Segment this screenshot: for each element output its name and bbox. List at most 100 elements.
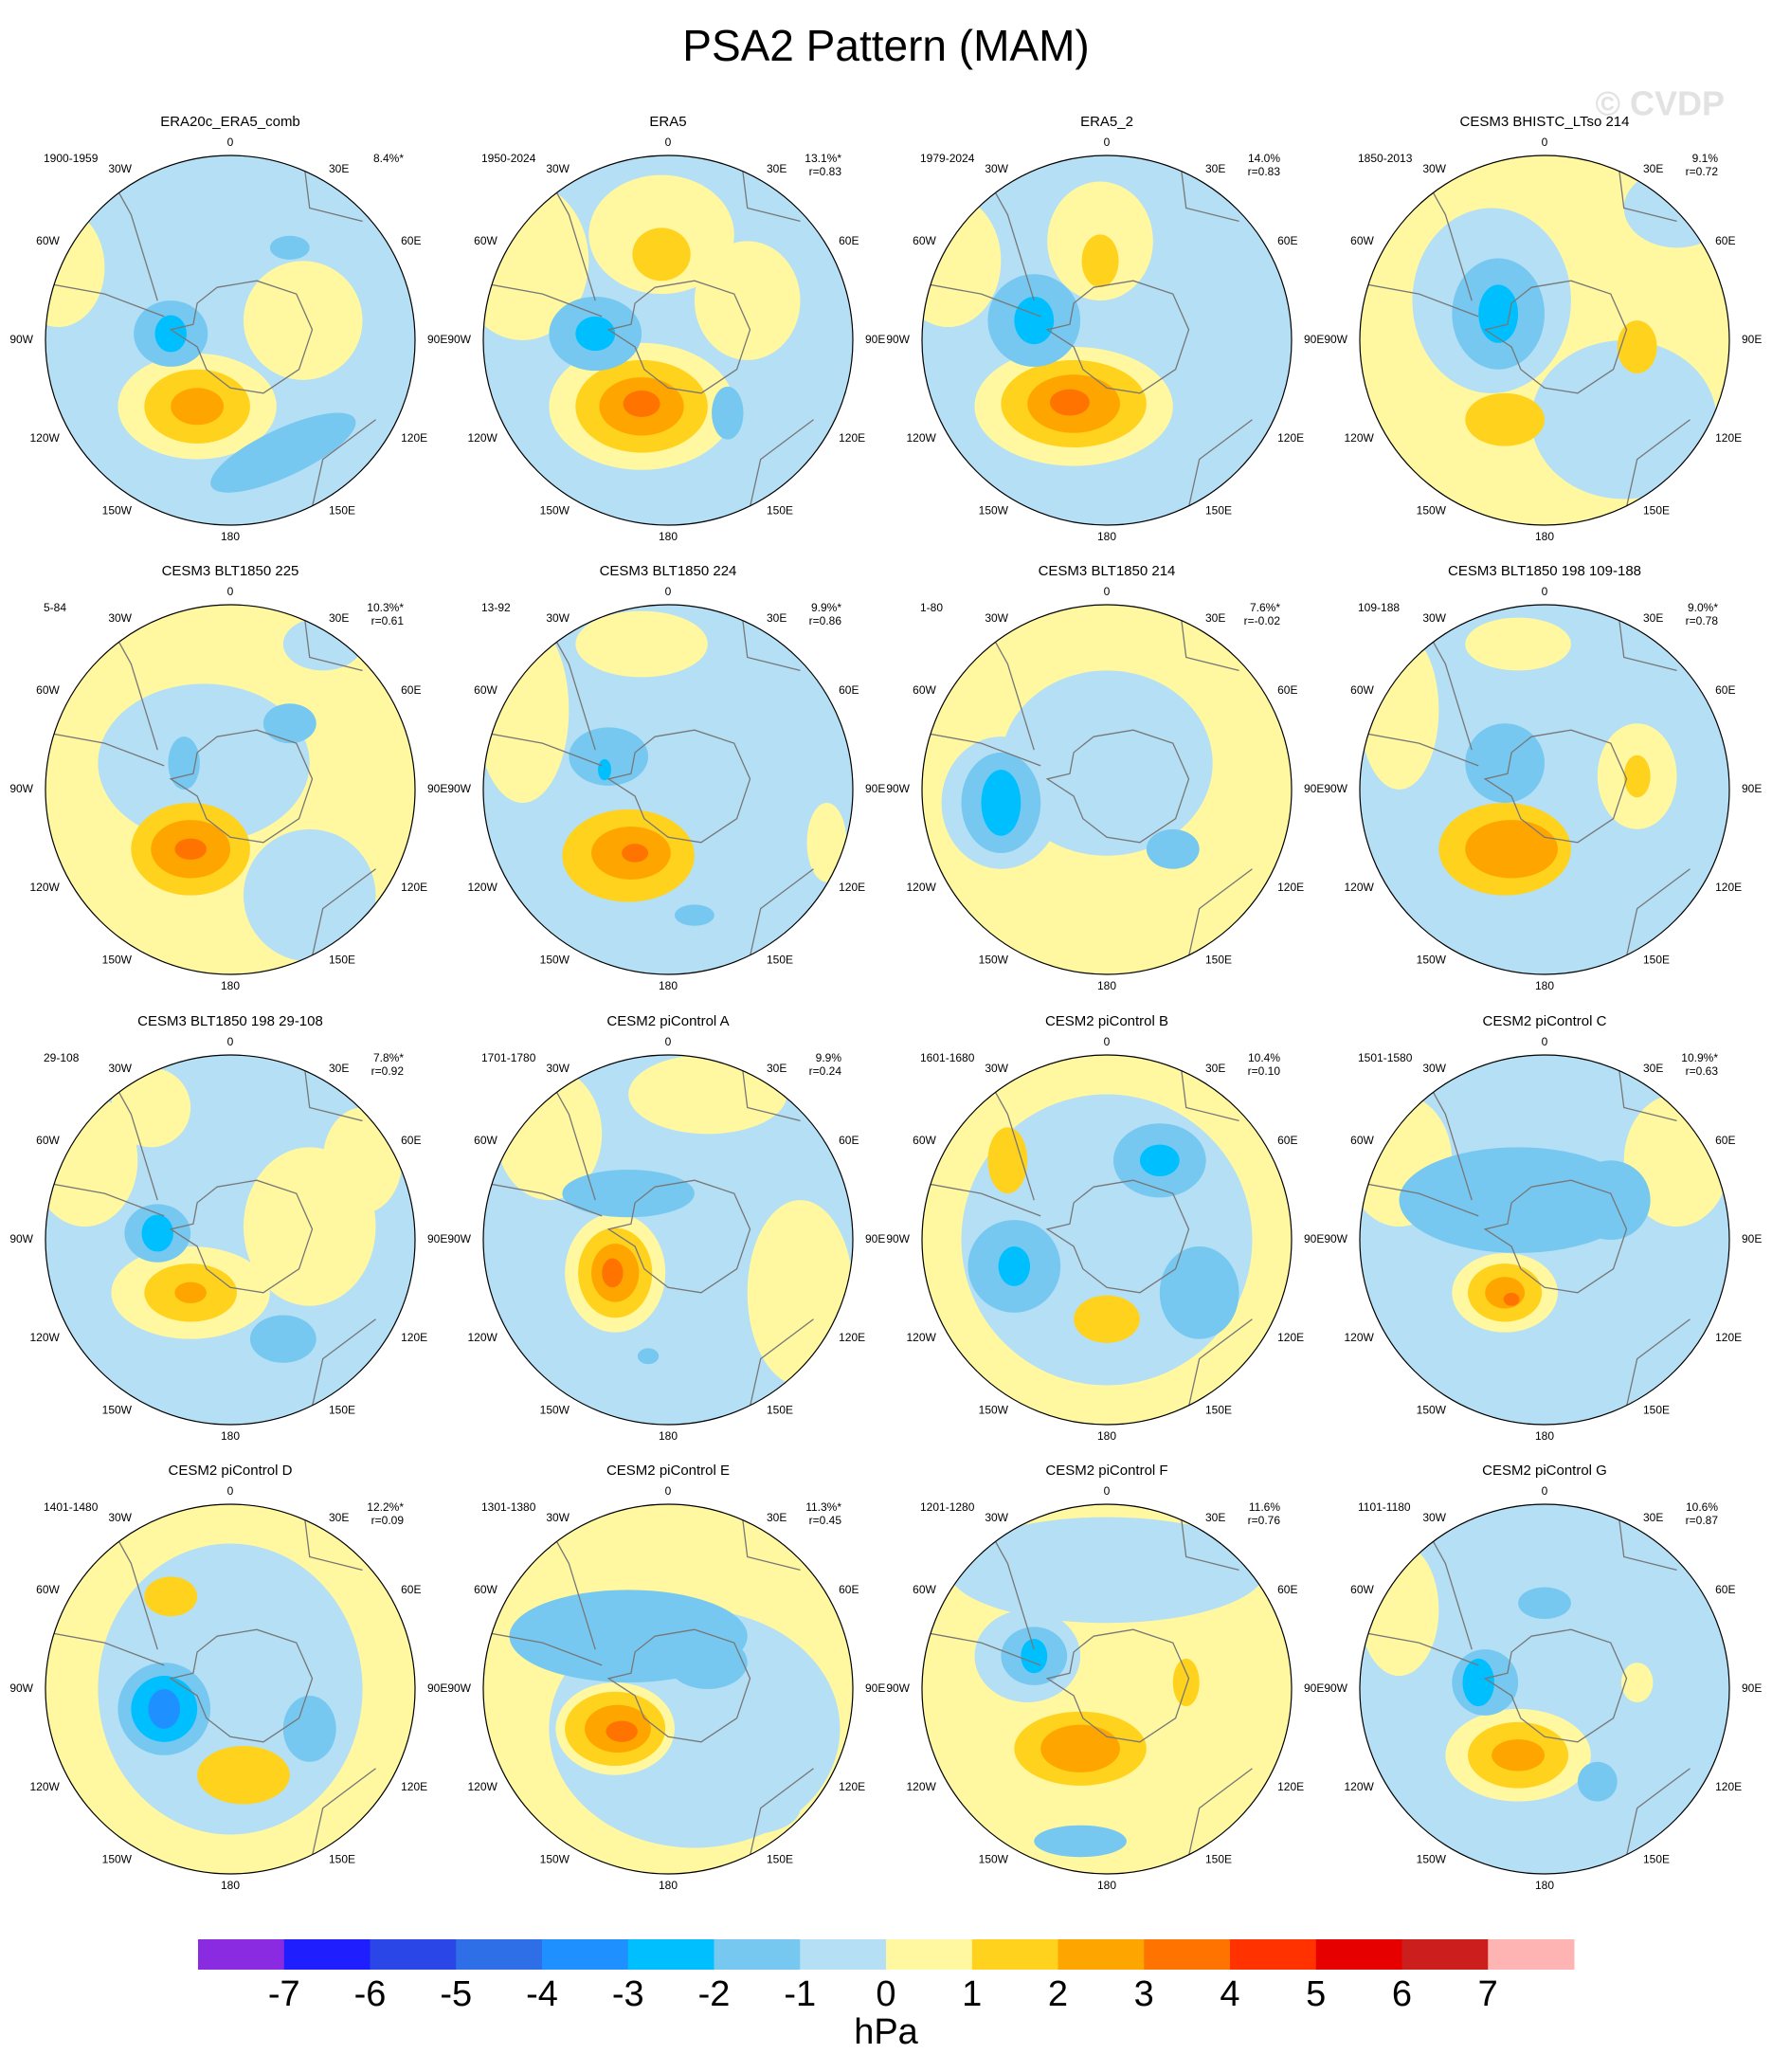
longitude-label: 0 [1542,1035,1548,1048]
longitude-label: 120E [1277,881,1304,894]
longitude-label: 150E [329,503,355,517]
contour-region [694,241,801,360]
colorbar-box [1058,1939,1145,1970]
contour-region [1172,1658,1200,1707]
longitude-label: 90E [865,782,885,795]
longitude-label: 90E [865,1681,885,1695]
longitude-label: 0 [1542,1484,1548,1498]
longitude-label: 180 [221,1429,240,1443]
longitude-label: 120E [1715,1331,1742,1344]
longitude-label: 30E [1643,1062,1663,1075]
pattern-correlation: r=0.78 [1686,614,1719,627]
longitude-label: 30W [985,1511,1008,1524]
longitude-label: 60W [474,1134,497,1147]
contour-region [948,1517,1266,1624]
contour-region [174,1281,207,1303]
longitude-label: 0 [227,1484,234,1498]
longitude-label: 30W [108,162,132,175]
contour-region [922,194,1002,328]
contour-region [483,617,570,803]
longitude-label: 30W [546,162,570,175]
panel-title: ERA5 [649,114,686,130]
coastline [169,729,314,844]
colorbar-tick-label: 0 [876,1974,895,2014]
pattern-correlation: r=0.76 [1248,1514,1281,1527]
coastline [606,1628,751,1743]
longitude-label: 90E [1304,1232,1324,1245]
colorbar-box [886,1939,973,1970]
variance: 10.9%* [1681,1051,1718,1064]
coastline [483,605,814,969]
longitude-label: 90W [447,782,471,795]
contour-region [562,1170,695,1218]
contour-region [1360,630,1439,791]
contour-region [1040,1724,1120,1772]
contour-region [197,1746,290,1805]
watermark: © CVDP [1595,84,1725,123]
coastline [922,1504,1253,1868]
contour-region [141,1214,173,1252]
longitude-label: 150W [102,953,133,966]
longitude-label: 180 [659,979,678,992]
longitude-label: 180 [1535,530,1554,543]
longitude-label: 60W [36,1583,60,1596]
longitude-label: 90W [447,1232,471,1245]
longitude-label: 120W [468,1331,498,1344]
longitude-label: 120W [30,431,61,445]
panel-title: CESM2 piControl D [169,1463,293,1479]
longitude-label: 150W [102,1403,133,1416]
longitude-label: 150W [1417,1852,1447,1865]
longitude-label: 60W [1350,1583,1374,1596]
map [1360,1055,1729,1425]
longitude-label: 180 [1097,530,1116,543]
pattern-correlation: r=0.24 [809,1064,842,1078]
contour-region [154,315,187,353]
contour-region [674,904,714,926]
contour-region [1577,1761,1618,1802]
longitude-label: 120E [1715,881,1742,894]
contour-region [1465,820,1558,879]
longitude-label: 150W [540,1403,570,1416]
longitude-label: 120W [1345,1780,1375,1793]
variance: 9.0%* [1688,601,1718,614]
period: 1979-2024 [920,152,975,165]
longitude-label: 90E [1304,782,1324,795]
longitude-label: 150E [767,503,793,517]
map-border [1359,604,1730,975]
map [45,605,415,974]
panel-title: CESM2 piControl G [1482,1463,1607,1479]
colorbar-box [1401,1939,1489,1970]
longitude-label: 0 [1104,1484,1111,1498]
period: 1101-1180 [1358,1500,1411,1514]
variance: 9.1% [1692,152,1719,165]
longitude-label: 150W [1417,1403,1447,1416]
pattern-correlation: r=0.10 [1248,1064,1281,1078]
contour-region [1021,1638,1048,1674]
colorbar-tick-label: 6 [1392,1974,1412,2014]
contour-region [144,1576,198,1617]
longitude-label: 30W [1422,1511,1446,1524]
contour-region [243,261,363,380]
period: 1-80 [920,601,943,614]
longitude-label: 60E [839,1583,859,1596]
variance: 11.3%* [805,1500,841,1514]
contour-region [168,736,200,791]
period: 29-108 [44,1051,80,1064]
longitude-label: 120E [1277,431,1304,445]
variance: 7.6%* [1250,601,1280,614]
longitude-label: 30E [1643,162,1663,175]
period: 13-92 [481,601,511,614]
longitude-label: 60E [1277,1583,1297,1596]
coastline [922,605,1253,969]
longitude-label: 30E [1643,1511,1663,1524]
longitude-label: 120W [1345,881,1375,894]
coastline [1483,1179,1628,1294]
map-border [45,1054,416,1426]
longitude-label: 60E [401,683,421,697]
longitude-label: 60E [1715,1583,1735,1596]
contour-region [1081,234,1119,288]
longitude-label: 60E [1277,234,1297,247]
longitude-label: 120E [839,1331,865,1344]
longitude-label: 30E [1205,1511,1225,1524]
map-border [921,604,1293,975]
